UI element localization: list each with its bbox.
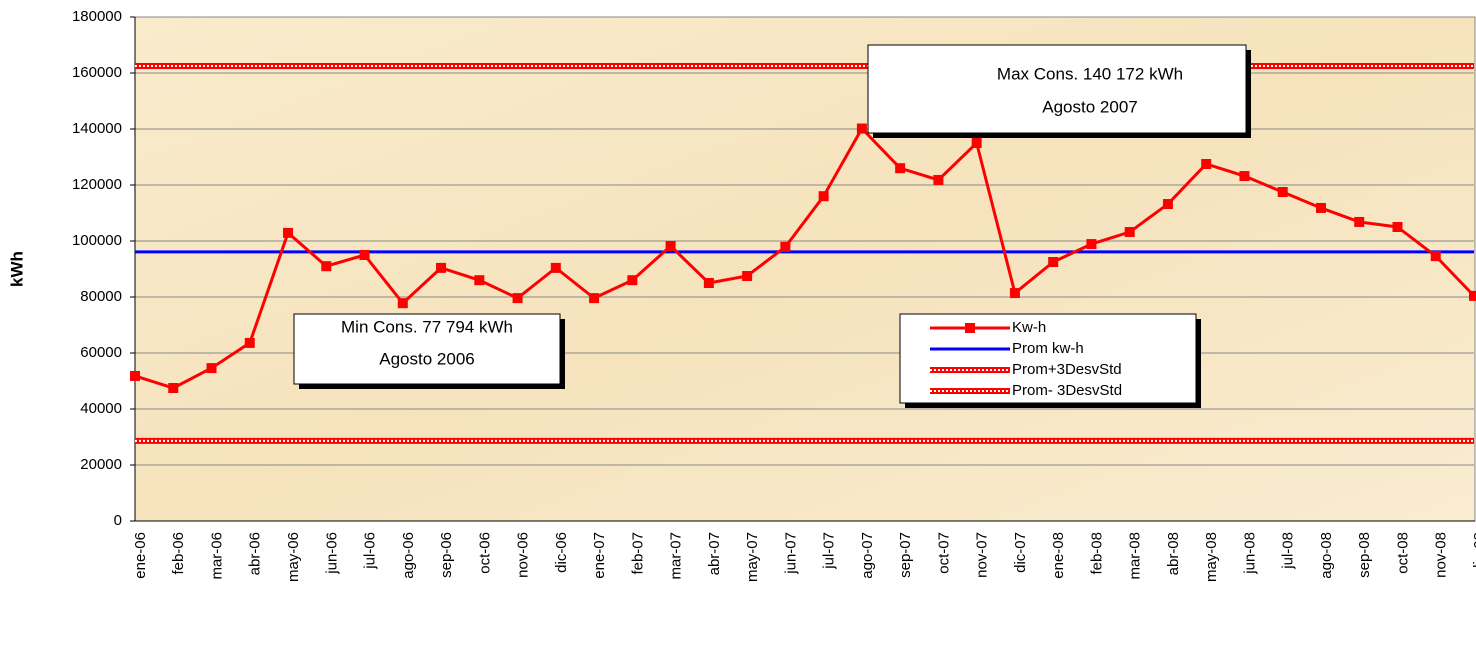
data-point bbox=[1469, 290, 1476, 301]
data-point bbox=[436, 262, 447, 273]
data-point bbox=[1009, 288, 1020, 299]
data-point bbox=[359, 250, 370, 260]
x-tick-label: feb-06 bbox=[170, 532, 187, 575]
x-tick-label: ago-07 bbox=[859, 532, 876, 579]
legend-label: Prom kw-h bbox=[1012, 340, 1084, 357]
y-tick-label: 120000 bbox=[72, 176, 122, 193]
x-tick-label: may-06 bbox=[285, 532, 302, 582]
data-point bbox=[1048, 257, 1059, 267]
x-tick-label: ene-06 bbox=[132, 532, 149, 579]
data-point bbox=[1124, 227, 1135, 238]
annotation-text: Agosto 2007 bbox=[1042, 97, 1137, 116]
x-tick-label: jun-06 bbox=[323, 532, 340, 575]
x-tick-label: ago-08 bbox=[1318, 532, 1335, 579]
data-point bbox=[168, 383, 179, 393]
y-tick-label: 20000 bbox=[80, 456, 122, 473]
data-point bbox=[1201, 159, 1212, 169]
data-point bbox=[665, 241, 676, 252]
data-point bbox=[780, 241, 791, 252]
annotation-text: Max Cons. 140 172 kWh bbox=[997, 64, 1183, 83]
y-tick-label: 180000 bbox=[72, 8, 122, 25]
annotation-box bbox=[867, 44, 1247, 134]
data-point bbox=[895, 163, 906, 174]
data-point bbox=[321, 261, 332, 272]
x-tick-label: may-08 bbox=[1203, 532, 1220, 582]
legend-label: Prom- 3DesvStd bbox=[1012, 382, 1122, 399]
data-point bbox=[703, 278, 714, 288]
legend-marker bbox=[965, 323, 975, 333]
data-point bbox=[1354, 216, 1365, 227]
data-point bbox=[971, 138, 982, 148]
y-tick-label: 80000 bbox=[80, 288, 122, 305]
data-point bbox=[397, 298, 408, 309]
data-point bbox=[130, 370, 140, 381]
data-point bbox=[627, 275, 638, 286]
x-tick-label: oct-07 bbox=[935, 532, 952, 574]
data-point bbox=[933, 174, 944, 185]
annotation-text: Agosto 2006 bbox=[379, 349, 474, 368]
x-tick-label: jun-08 bbox=[1241, 532, 1258, 575]
data-point bbox=[1277, 187, 1288, 197]
x-tick-label: ago-06 bbox=[400, 532, 417, 579]
y-tick-label: 60000 bbox=[80, 344, 122, 361]
annotation-text: Min Cons. 77 794 kWh bbox=[341, 317, 513, 336]
x-tick-label: mar-06 bbox=[208, 532, 225, 580]
x-tick-label: jul-07 bbox=[821, 532, 838, 570]
x-tick-label: jul-08 bbox=[1280, 532, 1297, 570]
x-tick-label: feb-08 bbox=[1088, 532, 1105, 575]
data-point bbox=[1430, 251, 1441, 262]
legend-label: Kw-h bbox=[1012, 319, 1046, 336]
data-point bbox=[1315, 202, 1326, 213]
data-point bbox=[1162, 199, 1173, 210]
x-tick-label: oct-08 bbox=[1394, 532, 1411, 574]
x-tick-label: mar-08 bbox=[1127, 532, 1144, 580]
x-tick-label: dic-07 bbox=[1012, 532, 1029, 573]
data-point bbox=[1239, 171, 1250, 182]
x-tick-label: sep-06 bbox=[438, 532, 455, 578]
x-tick-label: feb-07 bbox=[629, 532, 646, 575]
y-tick-label: 100000 bbox=[72, 232, 122, 249]
x-tick-label: abr-08 bbox=[1165, 532, 1182, 575]
x-tick-label: dic-06 bbox=[553, 532, 570, 573]
y-tick-label: 160000 bbox=[72, 64, 122, 81]
data-point bbox=[512, 293, 523, 304]
data-line bbox=[134, 126, 1476, 390]
annotation-box bbox=[293, 313, 561, 385]
x-tick-label: jun-07 bbox=[782, 532, 799, 575]
x-tick-label: sep-07 bbox=[897, 532, 914, 578]
y-tick-label: 140000 bbox=[72, 120, 122, 137]
x-tick-label: nov-08 bbox=[1433, 532, 1450, 578]
plot-area bbox=[134, 16, 1476, 522]
x-tick-label: oct-06 bbox=[476, 532, 493, 574]
data-point bbox=[283, 227, 294, 238]
x-tick-label: nov-07 bbox=[974, 532, 991, 578]
x-tick-label: may-07 bbox=[744, 532, 761, 582]
data-point bbox=[206, 363, 217, 374]
data-point bbox=[474, 275, 485, 286]
y-axis-label: kWh bbox=[7, 251, 26, 287]
x-tick-label: sep-08 bbox=[1356, 532, 1373, 578]
data-point bbox=[1086, 239, 1097, 250]
x-tick-label: abr-07 bbox=[706, 532, 723, 575]
data-point bbox=[818, 191, 829, 202]
data-point bbox=[550, 262, 561, 273]
data-point bbox=[1392, 222, 1403, 232]
y-tick-label: 40000 bbox=[80, 400, 122, 417]
legend-label: Prom+3DesvStd bbox=[1012, 361, 1122, 378]
x-tick-label: jul-06 bbox=[362, 532, 379, 570]
data-point bbox=[244, 337, 255, 348]
x-tick-label: abr-06 bbox=[247, 532, 264, 575]
y-tick-label: 0 bbox=[114, 512, 122, 529]
data-point bbox=[589, 293, 600, 304]
x-tick-label: mar-07 bbox=[668, 532, 685, 580]
data-point bbox=[856, 123, 867, 134]
x-tick-label: nov-06 bbox=[515, 532, 532, 578]
data-point bbox=[742, 271, 753, 281]
x-tick-label: dic-08 bbox=[1471, 532, 1476, 573]
x-tick-label: ene-08 bbox=[1050, 532, 1067, 579]
x-tick-label: ene-07 bbox=[591, 532, 608, 579]
